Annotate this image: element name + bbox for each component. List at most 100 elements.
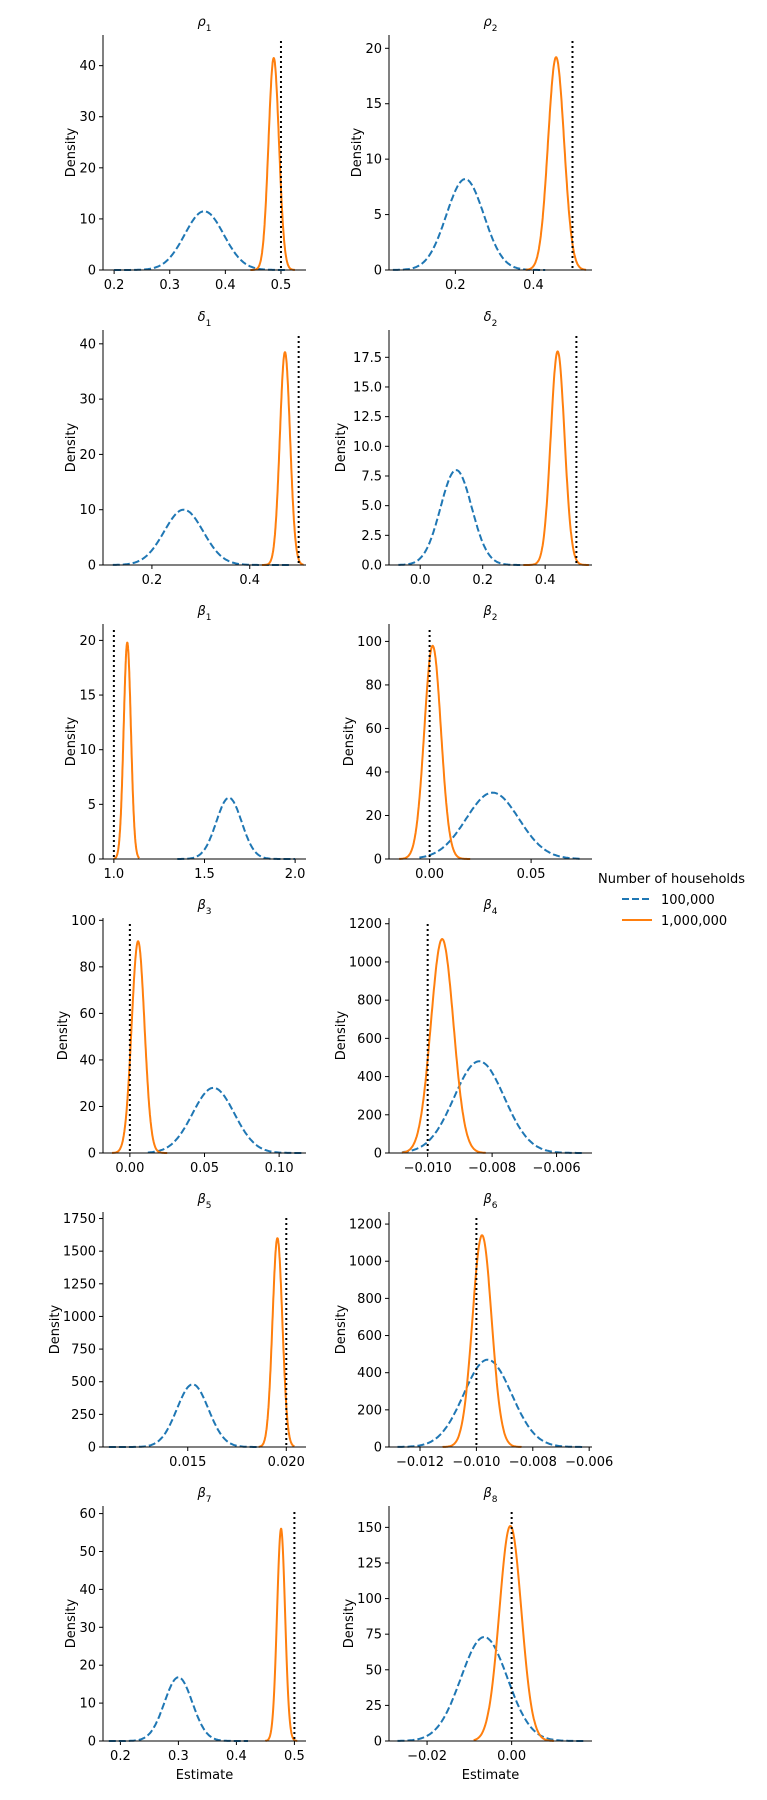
x-tick-label: 0.05 — [190, 1161, 219, 1176]
density-curve-1m — [525, 56, 587, 271]
y-tick-label: 1000 — [349, 955, 382, 970]
y-tick-label: 800 — [357, 1292, 382, 1307]
x-tick-label: −0.012 — [396, 1455, 444, 1470]
y-axis-label: Density — [350, 127, 365, 177]
y-tick-label: 0 — [88, 559, 96, 574]
x-tick-label: 0.020 — [268, 1455, 305, 1470]
y-tick-label: 1200 — [349, 1218, 382, 1233]
x-tick-label: −0.02 — [407, 1749, 447, 1764]
y-tick-label: 250 — [71, 1408, 96, 1423]
subplot-title: ρ2 — [484, 15, 498, 34]
subplot-title: β8 — [482, 1486, 497, 1505]
x-tick-label: 0.0 — [410, 573, 431, 588]
y-tick-label: 0 — [374, 853, 382, 868]
legend-title: Number of households — [598, 872, 745, 887]
y-axis-label: Density — [48, 1304, 63, 1354]
x-tick-label: −0.010 — [452, 1455, 500, 1470]
density-curve-100k — [397, 1636, 584, 1742]
y-tick-label: 20 — [365, 809, 382, 824]
density-curve-1m — [261, 351, 305, 566]
density-curve-1m — [398, 644, 471, 860]
y-tick-label: 40 — [79, 59, 96, 74]
x-tick-label: 0.2 — [472, 573, 493, 588]
y-axis-label: Density — [334, 1010, 349, 1060]
y-tick-label: 40 — [79, 1053, 96, 1068]
y-tick-label: 75 — [365, 1628, 382, 1643]
y-tick-label: 800 — [357, 994, 382, 1009]
legend: Number of households 100,000 1,000,000 — [598, 872, 745, 929]
subplot-1: ρ1 0 10 20 30 40 Density 0.2 0.3 0.4 0.5 — [64, 15, 306, 293]
x-tick-label: 1.5 — [194, 867, 215, 882]
y-tick-label: 400 — [357, 1070, 382, 1085]
y-tick-label: 15.0 — [353, 380, 382, 395]
y-tick-label: 20 — [79, 448, 96, 463]
density-curve-100k — [147, 1086, 302, 1154]
x-tick-label: 0.00 — [415, 867, 444, 882]
y-tick-label: 0.0 — [361, 559, 382, 574]
y-tick-label: 100 — [71, 914, 96, 929]
y-tick-label: 10 — [79, 503, 96, 518]
y-tick-label: 5 — [374, 208, 382, 223]
y-tick-label: 20 — [79, 1100, 96, 1115]
y-axis-label: Density — [342, 716, 357, 766]
y-tick-label: 5 — [88, 798, 96, 813]
x-tick-label: 1.0 — [104, 867, 125, 882]
density-curve-1m — [401, 938, 487, 1154]
y-tick-label: 30 — [79, 393, 96, 408]
y-axis-label: Density — [64, 1598, 79, 1648]
x-tick-label: 0.4 — [239, 573, 260, 588]
y-tick-label: 125 — [357, 1556, 382, 1571]
x-tick-label: 0.5 — [284, 1749, 305, 1764]
subplot-title: ρ1 — [198, 15, 212, 34]
y-tick-label: 15 — [79, 689, 96, 704]
y-tick-label: 10.0 — [353, 440, 382, 455]
x-tick-label: 0.05 — [517, 867, 546, 882]
x-axis-label: Estimate — [462, 1768, 519, 1783]
y-axis-label: Density — [334, 422, 349, 472]
y-tick-label: 1000 — [349, 1255, 382, 1270]
y-tick-label: 50 — [365, 1663, 382, 1678]
y-tick-label: 200 — [357, 1108, 382, 1123]
y-tick-label: 5.0 — [361, 499, 382, 514]
density-curve-1m — [249, 57, 296, 271]
y-axis-label: Density — [342, 1598, 357, 1648]
y-tick-label: 600 — [357, 1329, 382, 1344]
y-tick-label: 40 — [79, 1583, 96, 1598]
x-tick-label: 0.4 — [215, 278, 236, 293]
x-tick-label: 0.2 — [142, 573, 163, 588]
subplot-title: β1 — [196, 604, 211, 623]
density-curve-100k — [112, 508, 289, 566]
x-tick-label: −0.008 — [509, 1455, 557, 1470]
subplot-3: δ1 0 10 20 30 40 Density 0.2 0.4 — [64, 310, 306, 588]
density-curve-100k — [108, 1383, 257, 1448]
x-tick-label: 0.5 — [271, 278, 292, 293]
y-tick-label: 500 — [71, 1375, 96, 1390]
density-curve-100k — [108, 1676, 249, 1742]
subplot-10: β6 0 200 400 600 800 1000 1200 Density −0.012 −0.0… — [334, 1192, 613, 1470]
density-curve-1m — [111, 940, 168, 1154]
y-tick-label: 40 — [365, 765, 382, 780]
y-tick-label: 25 — [365, 1699, 382, 1714]
subplot-5: β1 0 5 10 15 20 Density 1.0 1.5 2.0 — [64, 604, 306, 882]
y-tick-label: 150 — [357, 1521, 382, 1536]
y-tick-label: 10 — [79, 1697, 96, 1712]
subplot-9: β5 0 250 500 750 1000 1250 1500 1750 Density 0.015… — [48, 1192, 306, 1470]
subplot-7: β3 0 20 40 60 80 100 Density 0.00 0.05 0.10 — [56, 898, 306, 1176]
y-tick-label: 12.5 — [353, 410, 382, 425]
y-tick-label: 60 — [365, 722, 382, 737]
y-tick-label: 0 — [88, 1441, 96, 1456]
y-tick-label: 400 — [357, 1366, 382, 1381]
x-tick-label: 0.2 — [110, 1749, 131, 1764]
y-tick-label: 1000 — [63, 1310, 96, 1325]
x-tick-label: −0.010 — [404, 1161, 452, 1176]
x-tick-label: 0.2 — [104, 278, 125, 293]
y-tick-label: 750 — [71, 1343, 96, 1358]
subplot-title: δ2 — [484, 310, 498, 329]
density-curve-1m — [257, 1237, 295, 1448]
density-curve-100k — [114, 210, 287, 271]
y-tick-label: 30 — [79, 110, 96, 125]
x-tick-label: 0.00 — [497, 1749, 526, 1764]
density-curve-100k — [397, 1358, 584, 1448]
subplot-11: β7 0 10 20 30 40 50 60 Density 0.2 0.3 0.4 0.5 Estima… — [64, 1486, 306, 1783]
density-curve-100k — [419, 791, 582, 860]
